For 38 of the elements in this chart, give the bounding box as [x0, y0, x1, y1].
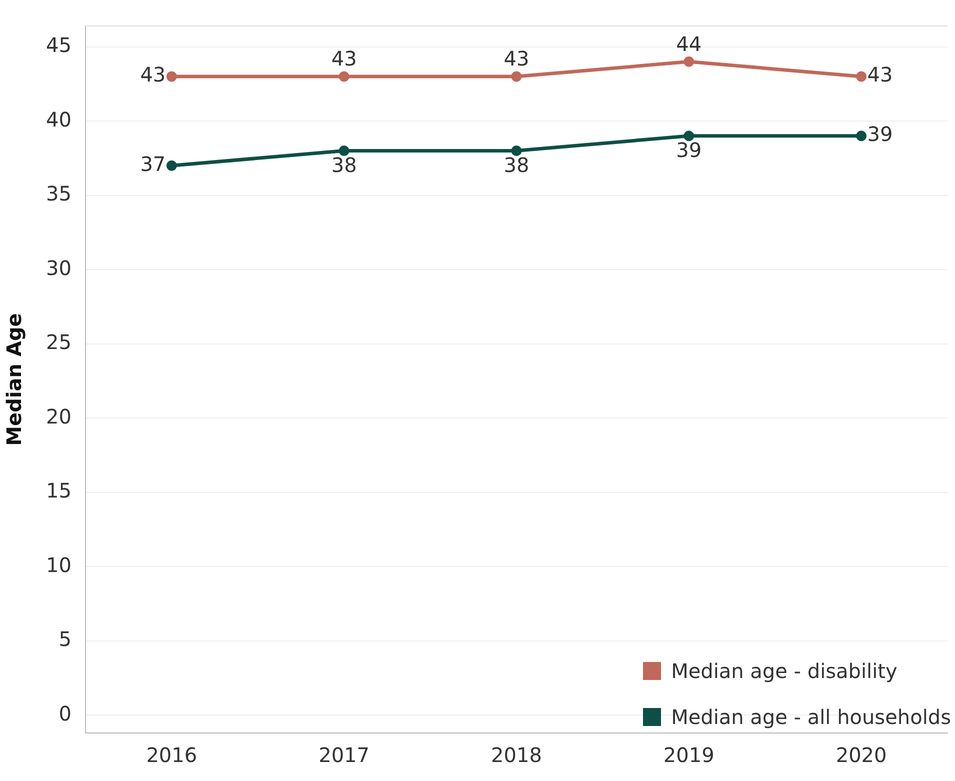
x-tick-label: 2019 [663, 743, 714, 768]
data-label: 37 [140, 152, 166, 176]
data-label: 43 [331, 46, 357, 71]
x-tick-label: 2020 [836, 743, 887, 768]
data-label: 43 [867, 62, 893, 87]
point [338, 71, 350, 82]
y-tick-label: 35 [46, 182, 72, 206]
data-label: 39 [867, 122, 893, 146]
data-label: 43 [504, 46, 530, 71]
y-tick-label: 10 [46, 552, 72, 577]
y-tick-label: 25 [46, 330, 72, 354]
point [511, 146, 522, 156]
point [511, 71, 522, 82]
x-tick-label: 2016 [146, 743, 198, 768]
point [856, 71, 867, 82]
data-label: 44 [676, 32, 702, 56]
data-label: 43 [140, 62, 166, 87]
data-label: 39 [676, 138, 702, 162]
y-tick-label: 0 [58, 701, 72, 726]
y-axis-title: Median Age [2, 313, 26, 446]
legend-label: Median age - disability [671, 659, 898, 683]
point [166, 71, 177, 82]
x-tick-label: 2018 [491, 743, 542, 768]
x-tick-label: 2017 [318, 743, 370, 768]
y-tick-label: 40 [46, 107, 72, 132]
point [166, 160, 177, 171]
y-tick-label: 5 [58, 627, 72, 652]
legend-label: Median age - all households [671, 705, 951, 729]
point [684, 56, 694, 67]
data-label: 38 [331, 152, 357, 177]
point [684, 130, 694, 142]
y-tick-label: 30 [46, 256, 72, 280]
y-tick-label: 15 [46, 478, 72, 503]
point [338, 146, 350, 156]
y-tick-label: 20 [46, 404, 72, 428]
y-tick-label: 45 [46, 32, 72, 57]
point [856, 130, 867, 142]
data-label: 38 [504, 152, 530, 177]
